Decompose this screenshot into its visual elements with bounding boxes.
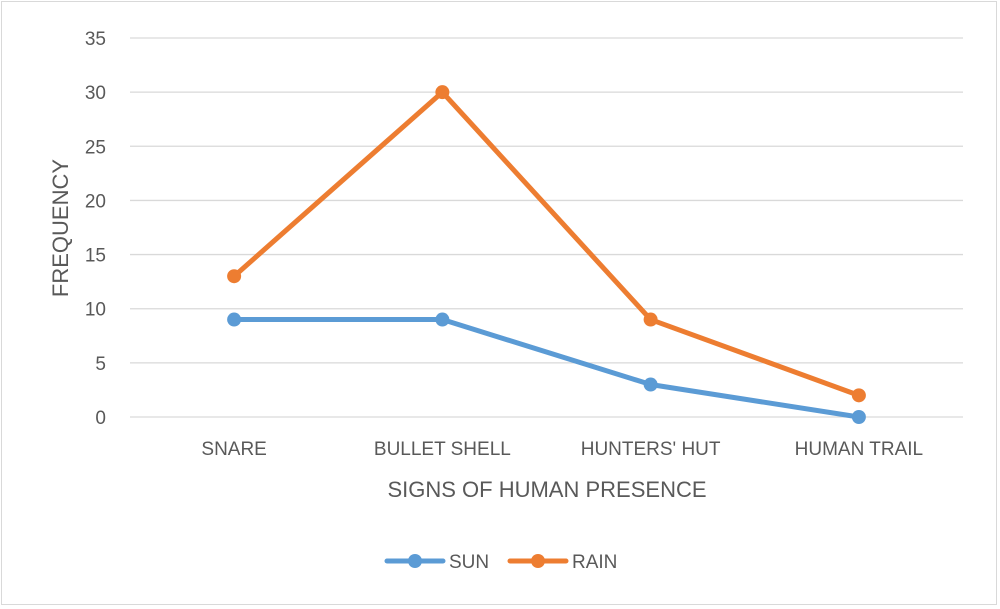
data-point-rain xyxy=(227,269,242,284)
x-axis-ticks: SNARE BULLET SHELL HUNTERS' HUT HUMAN TRAIL xyxy=(201,439,923,460)
y-tick-label: 0 xyxy=(95,408,106,429)
y-axis-title: FREQUENCY xyxy=(48,159,73,297)
data-point-rain xyxy=(851,388,866,403)
x-axis-title: SIGNS OF HUMAN PRESENCE xyxy=(387,477,706,502)
data-point-sun xyxy=(851,410,866,424)
y-axis-ticks: 0 5 10 15 20 25 30 35 xyxy=(85,29,106,429)
series-line-sun xyxy=(231,317,862,420)
y-tick-label: 30 xyxy=(85,83,106,104)
y-tick-label: 10 xyxy=(85,300,106,321)
x-tick-label: SNARE xyxy=(201,439,266,460)
data-point-sun xyxy=(643,377,658,392)
data-point-sun xyxy=(227,312,242,327)
data-point-sun xyxy=(435,312,450,327)
legend-swatch-marker xyxy=(531,554,545,568)
legend-label: SUN xyxy=(449,552,489,573)
series-lines xyxy=(227,85,866,424)
y-tick-label: 5 xyxy=(95,354,106,375)
legend-label: RAIN xyxy=(572,552,617,573)
series-line-rain xyxy=(231,89,862,398)
x-tick-label: HUMAN TRAIL xyxy=(795,439,923,460)
x-tick-label: HUNTERS' HUT xyxy=(581,439,721,460)
legend-swatch-marker xyxy=(408,554,422,568)
y-tick-label: 25 xyxy=(85,137,106,158)
y-tick-label: 35 xyxy=(85,29,106,50)
x-tick-label: BULLET SHELL xyxy=(374,439,511,460)
data-point-rain xyxy=(435,85,450,100)
y-tick-label: 15 xyxy=(85,246,106,267)
gridlines xyxy=(130,37,963,418)
y-tick-label: 20 xyxy=(85,191,106,212)
data-point-rain xyxy=(643,312,658,327)
legend: SUN RAIN xyxy=(384,552,617,573)
